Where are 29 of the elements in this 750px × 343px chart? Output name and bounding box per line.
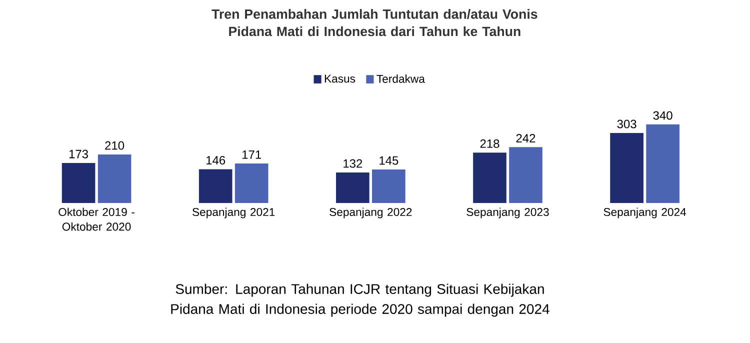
bar [62,163,96,203]
x-tick-label: Oktober 2019 - Oktober 2020 [58,208,134,231]
bar [372,169,406,203]
data-label: 242 [516,134,536,142]
bar [473,152,506,203]
data-label: 146 [206,156,226,165]
bar [234,163,268,203]
bar [198,169,232,203]
data-label: 171 [242,150,262,159]
data-label: 210 [105,141,124,150]
data-label: 340 [653,111,672,120]
data-label: 145 [380,156,398,165]
legend-label: Terdakwa [376,74,425,83]
chart-title: Tren Penambahan Jumlah Tuntutan dan/atau Vonis Pidana Mati di Indonesia dari Tahun ke Tahun [212,9,538,36]
legend-label: Kasus [324,74,356,83]
bar [336,172,370,203]
data-label: 132 [344,159,362,168]
x-tick-label: Sepanjang 2023 [466,208,549,218]
x-tick-label: Sepanjang 2024 [604,208,686,218]
text: Sumber: Laporan Tahunan ICJR tentang Situasi Kebijakan Pidana Mati di Indonesia periode 2020 sampai dengan 2024 [171,284,550,317]
data-label: 218 [480,139,500,148]
x-tick-label: Sepanjang 2022 [330,208,412,218]
data-label: 173 [69,150,88,158]
x-tick-label: Sepanjang 2021 [192,208,275,218]
data-label: 303 [617,120,636,128]
bar [646,124,680,203]
bar [509,147,542,203]
bar [98,154,132,203]
bar [610,132,644,203]
